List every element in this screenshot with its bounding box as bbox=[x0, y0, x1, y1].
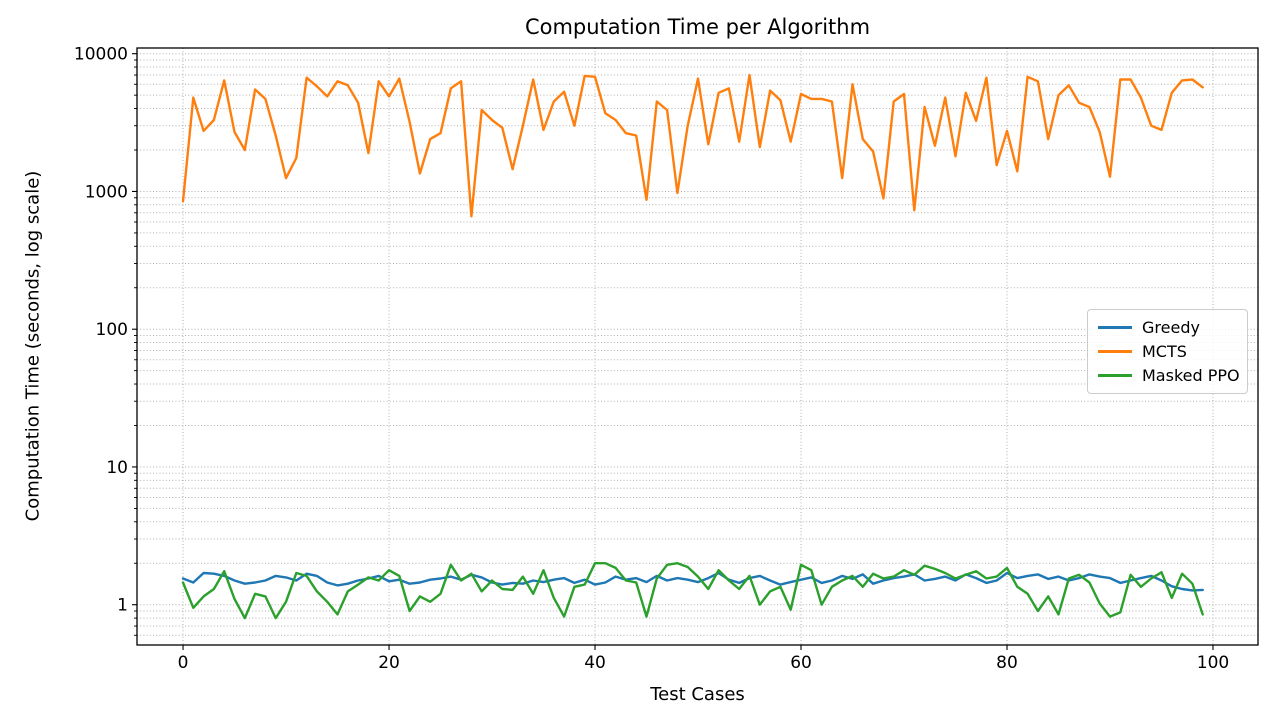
legend-swatch bbox=[1098, 326, 1132, 329]
x-tick-label: 0 bbox=[178, 653, 189, 673]
legend: Greedy MCTS Masked PPO bbox=[1087, 309, 1248, 394]
x-tick-label: 80 bbox=[996, 653, 1018, 673]
y-axis: 1 10 100 1000 10000 bbox=[74, 45, 137, 616]
y-tick-label: 10 bbox=[106, 458, 128, 478]
legend-swatch bbox=[1098, 350, 1132, 353]
legend-label: Greedy bbox=[1142, 318, 1200, 337]
x-tick-label: 60 bbox=[790, 653, 812, 673]
x-tick-label: 20 bbox=[378, 653, 400, 673]
chart-title: Computation Time per Algorithm bbox=[524, 15, 871, 39]
legend-label: MCTS bbox=[1142, 342, 1187, 361]
x-tick-label: 40 bbox=[584, 653, 606, 673]
y-tick-label: 1000 bbox=[85, 182, 128, 202]
y-tick-label: 1 bbox=[117, 596, 128, 616]
line-masked-ppo bbox=[181, 562, 1204, 620]
legend-label: Masked PPO bbox=[1142, 366, 1240, 385]
legend-item: MCTS bbox=[1098, 341, 1237, 362]
legend-item: Greedy bbox=[1098, 317, 1237, 338]
series-lines bbox=[181, 73, 1204, 620]
plot-border bbox=[136, 47, 1259, 646]
legend-item: Masked PPO bbox=[1098, 365, 1240, 386]
y-tick-label: 10000 bbox=[74, 45, 128, 65]
x-axis: 0 20 40 60 80 100 bbox=[178, 645, 1229, 673]
line-greedy bbox=[181, 571, 1204, 592]
line-mcts bbox=[181, 73, 1204, 218]
legend-swatch bbox=[1098, 374, 1132, 377]
y-axis-label: Computation Time (seconds, log scale) bbox=[22, 170, 44, 522]
x-axis-label: Test Cases bbox=[650, 684, 745, 705]
y-tick-label: 100 bbox=[96, 320, 128, 340]
gridlines bbox=[137, 48, 1258, 645]
x-tick-label: 100 bbox=[1197, 653, 1229, 673]
